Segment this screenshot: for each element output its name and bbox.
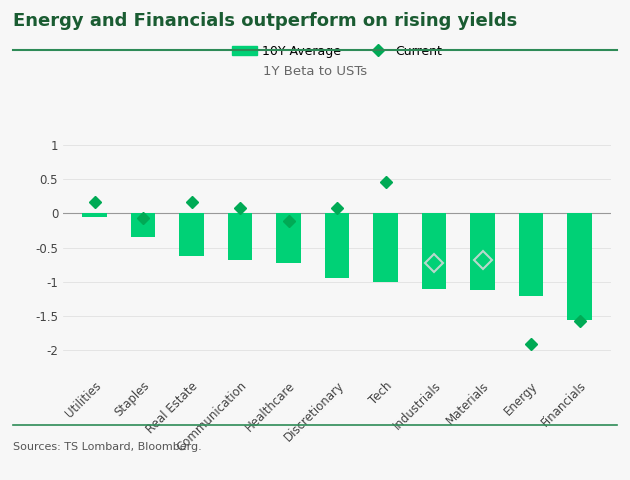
Text: 1Y Beta to USTs: 1Y Beta to USTs	[263, 65, 367, 78]
Text: Energy and Financials outperform on rising yields: Energy and Financials outperform on risi…	[13, 12, 517, 30]
Bar	[471, 213, 495, 290]
Bar	[180, 213, 203, 256]
Bar	[131, 213, 155, 237]
Text: Sources: TS Lombard, Bloomberg.: Sources: TS Lombard, Bloomberg.	[13, 442, 202, 452]
Bar	[422, 213, 446, 288]
Bar	[325, 213, 349, 278]
Bar	[83, 213, 106, 216]
Bar	[228, 213, 252, 260]
Bar	[277, 213, 301, 263]
Bar	[519, 213, 543, 296]
Bar	[568, 213, 592, 320]
Legend: 10Y Average, Current: 10Y Average, Current	[227, 40, 447, 63]
Bar	[374, 213, 398, 282]
